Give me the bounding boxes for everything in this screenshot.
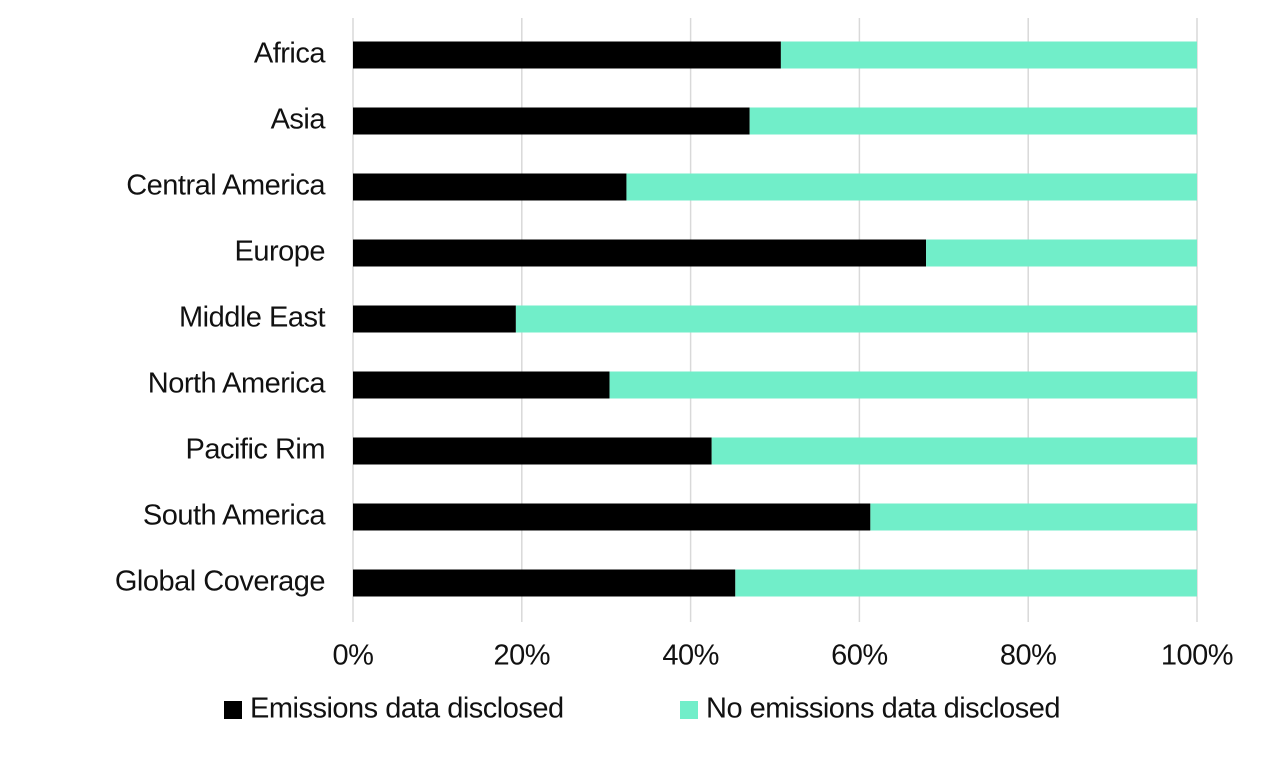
bar-segment-disclosed bbox=[353, 107, 750, 135]
bar-segment-disclosed bbox=[353, 503, 871, 531]
bar-segment-disclosed bbox=[353, 569, 736, 597]
x-tick-label: 20% bbox=[494, 640, 551, 672]
x-axis-tick-labels: 0% 20% 40% 60% 80% 100% bbox=[333, 640, 1234, 672]
bar-segment-not-disclosed bbox=[609, 371, 1197, 399]
legend-item: No emissions data disclosed bbox=[680, 693, 1061, 725]
category-label: Middle East bbox=[179, 302, 325, 334]
legend-label: Emissions data disclosed bbox=[250, 693, 564, 725]
legend: Emissions data disclosed No emissions dat… bbox=[224, 693, 1061, 725]
category-label: Asia bbox=[271, 104, 327, 136]
category-label: Central America bbox=[126, 170, 326, 202]
bar-segment-disclosed bbox=[353, 371, 610, 399]
category-label: South America bbox=[143, 500, 326, 532]
legend-swatch bbox=[224, 701, 242, 719]
category-label: North America bbox=[148, 368, 327, 400]
bar-segment-disclosed bbox=[353, 173, 627, 201]
x-tick-label: 40% bbox=[662, 640, 719, 672]
bar-segment-not-disclosed bbox=[711, 437, 1197, 465]
legend-swatch bbox=[680, 701, 698, 719]
legend-item: Emissions data disclosed bbox=[224, 693, 564, 725]
bar-segment-not-disclosed bbox=[515, 305, 1197, 333]
category-label: Europe bbox=[234, 236, 325, 268]
bar-segment-not-disclosed bbox=[626, 173, 1197, 201]
category-label: Pacific Rim bbox=[185, 434, 325, 466]
bar-segment-disclosed bbox=[353, 437, 712, 465]
bar-segment-not-disclosed bbox=[749, 107, 1197, 135]
legend-label: No emissions data disclosed bbox=[706, 693, 1060, 725]
bars bbox=[353, 41, 1197, 597]
category-label: Africa bbox=[254, 38, 327, 70]
bar-segment-not-disclosed bbox=[870, 503, 1197, 531]
category-labels: Africa Asia Central America Europe Middle Ea… bbox=[115, 38, 327, 598]
x-tick-label: 0% bbox=[333, 640, 374, 672]
bar-segment-disclosed bbox=[353, 41, 781, 69]
bar-segment-disclosed bbox=[353, 305, 516, 333]
category-label: Global Coverage bbox=[115, 566, 325, 598]
bar-segment-disclosed bbox=[353, 239, 927, 267]
x-tick-label: 80% bbox=[1000, 640, 1057, 672]
bar-segment-not-disclosed bbox=[780, 41, 1197, 69]
bar-segment-not-disclosed bbox=[926, 239, 1197, 267]
bar-segment-not-disclosed bbox=[735, 569, 1197, 597]
x-tick-label: 100% bbox=[1161, 640, 1233, 672]
x-tick-label: 60% bbox=[831, 640, 888, 672]
